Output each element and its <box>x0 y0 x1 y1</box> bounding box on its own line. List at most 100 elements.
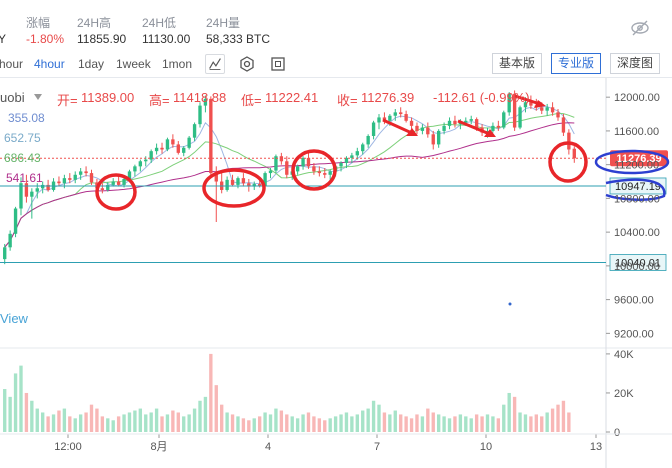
volume-bar <box>285 414 289 432</box>
candle-body <box>409 120 414 126</box>
candle-body <box>453 120 457 125</box>
volume-bar <box>95 408 99 432</box>
low-stat: 24H低 11130.00 <box>142 14 190 46</box>
price-tick-label: 11200.00 <box>614 160 659 172</box>
timeframe-1mon[interactable]: 1mon <box>162 57 193 71</box>
candle-body <box>393 112 397 116</box>
timeframe-1week[interactable]: 1week <box>116 57 151 71</box>
candle-body <box>171 139 175 145</box>
volume-bar <box>561 400 566 432</box>
volume-bar <box>306 412 311 432</box>
timeframe-4hour[interactable]: 4hour <box>34 57 65 71</box>
volume-bar <box>295 418 300 432</box>
candle-body <box>469 119 473 121</box>
volume-bar <box>149 412 153 432</box>
candle-body <box>545 107 549 111</box>
volume-bar <box>241 418 246 432</box>
candle-body <box>106 184 110 190</box>
candle-body <box>225 179 229 190</box>
candle-body <box>295 166 300 172</box>
candle-body <box>442 125 446 131</box>
red-arrow-head <box>534 100 546 108</box>
volume-bar <box>220 404 224 432</box>
close-value: 11276.39 <box>361 90 415 105</box>
time-tick-label: 7 <box>374 441 380 453</box>
volume-label: 24H量 <box>206 16 241 30</box>
candle-body <box>252 184 256 187</box>
volume-bar <box>247 420 251 432</box>
price-tick-label: 10400.00 <box>614 227 660 239</box>
candle-body <box>306 157 311 167</box>
volume-bar <box>41 412 45 432</box>
level-price-label: 10947.19 <box>615 181 661 193</box>
timeframe-hour[interactable]: hour <box>0 57 24 71</box>
red-arrow-annotation <box>457 119 493 137</box>
price-tick-label: 12000.00 <box>614 92 660 104</box>
settings-icon[interactable] <box>237 54 257 74</box>
volume-bar <box>534 414 538 432</box>
volume-stat: 24H量 58,333 BTC <box>206 14 270 46</box>
time-tick-label: 4 <box>265 441 271 453</box>
candle-body <box>502 112 506 128</box>
candle-body <box>257 184 262 186</box>
candle-body <box>399 112 403 115</box>
candle-body <box>550 107 555 113</box>
volume-bar <box>19 365 23 432</box>
candle-body <box>73 174 77 180</box>
volume-bar <box>317 418 322 432</box>
volume-bar <box>252 418 256 432</box>
close-label: 收= <box>337 93 358 108</box>
volume-bar <box>111 420 115 432</box>
pro-version-button[interactable]: 专业版 <box>551 53 602 74</box>
candle-body <box>447 120 452 126</box>
caret-down-icon[interactable] <box>34 94 42 100</box>
volume-bar <box>485 414 490 432</box>
volume-bar <box>393 410 397 432</box>
volume-bar <box>355 414 359 432</box>
candle-body <box>523 102 528 108</box>
volume-bar <box>523 414 528 432</box>
level-price-label: 10040.01 <box>615 257 661 269</box>
red-circle-annotation <box>291 149 337 191</box>
volume-bar <box>279 410 284 432</box>
depth-chart-button[interactable]: 深度图 <box>610 53 661 74</box>
candle-body <box>556 112 560 118</box>
candle-body <box>436 130 441 145</box>
candle-body <box>529 102 533 106</box>
candle-body <box>230 179 235 185</box>
price-tick-label: 11600.00 <box>614 126 659 138</box>
fullscreen-icon[interactable] <box>268 54 288 74</box>
time-tick-label: 8月 <box>150 441 167 453</box>
candlestick-chart[interactable]: 11276.39 10947.19 10040.01 12000.00 11600.0… <box>0 78 672 468</box>
high-value-legend: 11418.88 <box>173 90 227 105</box>
candle-body <box>263 173 267 186</box>
volume-bar <box>35 408 39 432</box>
volume-bar <box>415 414 419 432</box>
volume-bar <box>214 385 218 432</box>
basic-version-button[interactable]: 基本版 <box>492 53 543 74</box>
indicator-icon[interactable] <box>205 54 225 74</box>
volume-bar <box>502 404 506 432</box>
candle-body <box>339 162 343 167</box>
price-tick-label: 10000.00 <box>614 261 660 273</box>
candle-body <box>371 122 376 136</box>
low-label: 24H低 <box>142 16 177 30</box>
ma-line-slow <box>4 122 575 248</box>
candle-body <box>176 144 180 153</box>
volume-bar <box>312 416 316 432</box>
volume-bar <box>187 414 191 432</box>
volume-bar <box>344 412 349 432</box>
candle-body <box>512 93 517 128</box>
volume-bar <box>274 408 278 432</box>
change-value-legend: -112.61 (-0.99%) <box>433 90 530 105</box>
candle-body <box>68 178 72 180</box>
timeframe-1day[interactable]: 1day <box>78 57 105 71</box>
high-value: 11855.90 <box>77 32 127 46</box>
red-arrow-head <box>484 129 496 137</box>
red-circle-annotation <box>95 173 137 211</box>
pair-name-fragment: Y <box>0 32 7 46</box>
candle-body <box>328 171 332 175</box>
candle-body <box>236 178 240 185</box>
eye-off-icon[interactable] <box>630 18 650 38</box>
candle-body <box>149 151 153 160</box>
